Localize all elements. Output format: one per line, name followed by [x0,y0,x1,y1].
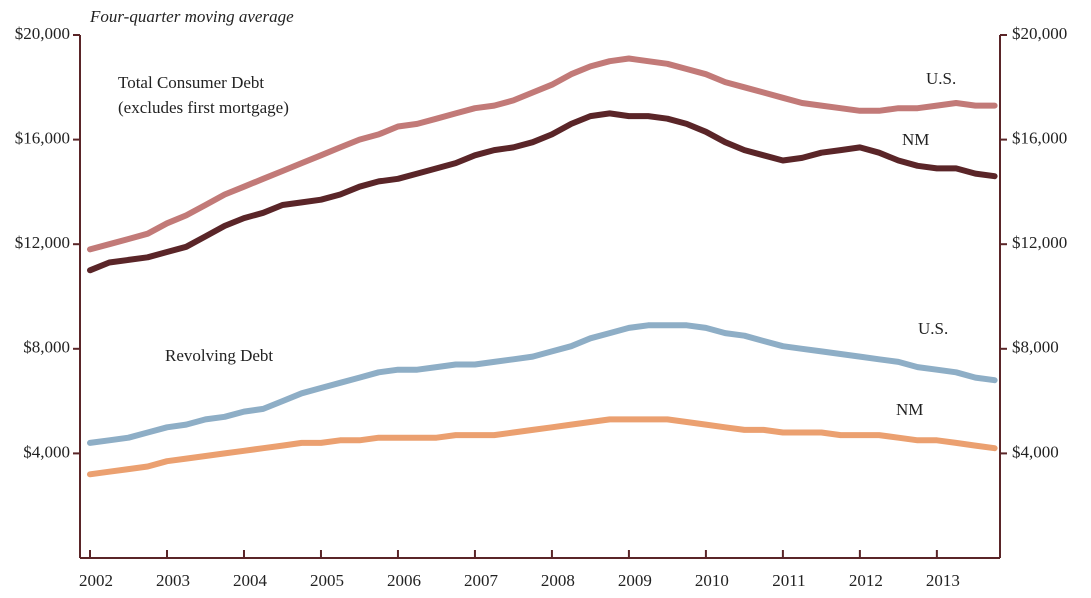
x-tick-label: 2012 [849,571,883,590]
annotation: Total Consumer Debt [118,73,264,92]
y2-tick-label: $4,000 [1012,442,1059,461]
series-label: U.S. [918,319,948,338]
annotation: (excludes first mortgage) [118,98,289,117]
annotation: Revolving Debt [165,346,273,365]
y2-tick-label: $8,000 [1012,338,1059,357]
series-line [87,55,998,253]
y-tick-label: $20,000 [15,24,70,43]
x-tick-label: 2006 [387,571,421,590]
series-label: U.S. [926,69,956,88]
x-tick-label: 2013 [926,571,960,590]
x-tick-label: 2003 [156,571,190,590]
chart-subtitle: Four-quarter moving average [89,7,294,26]
x-tick-label: 2004 [233,571,268,590]
y-tick-label: $16,000 [15,129,70,148]
x-tick-label: 2010 [695,571,729,590]
x-tick-label: 2008 [541,571,575,590]
y2-tick-label: $16,000 [1012,129,1067,148]
x-tick-label: 2009 [618,571,652,590]
y-tick-label: $8,000 [23,338,70,357]
y2-tick-label: $20,000 [1012,24,1067,43]
series-line [87,416,998,478]
y2-tick-label: $12,000 [1012,233,1067,252]
series-line [87,322,998,446]
y-tick-label: $12,000 [15,233,70,252]
series-line [87,110,998,274]
series-label: NM [896,400,923,419]
x-tick-label: 2005 [310,571,344,590]
series-label: NM [902,130,929,149]
y-tick-label: $4,000 [23,442,70,461]
x-tick-label: 2011 [772,571,805,590]
x-tick-label: 2007 [464,571,499,590]
x-tick-label: 2002 [79,571,113,590]
